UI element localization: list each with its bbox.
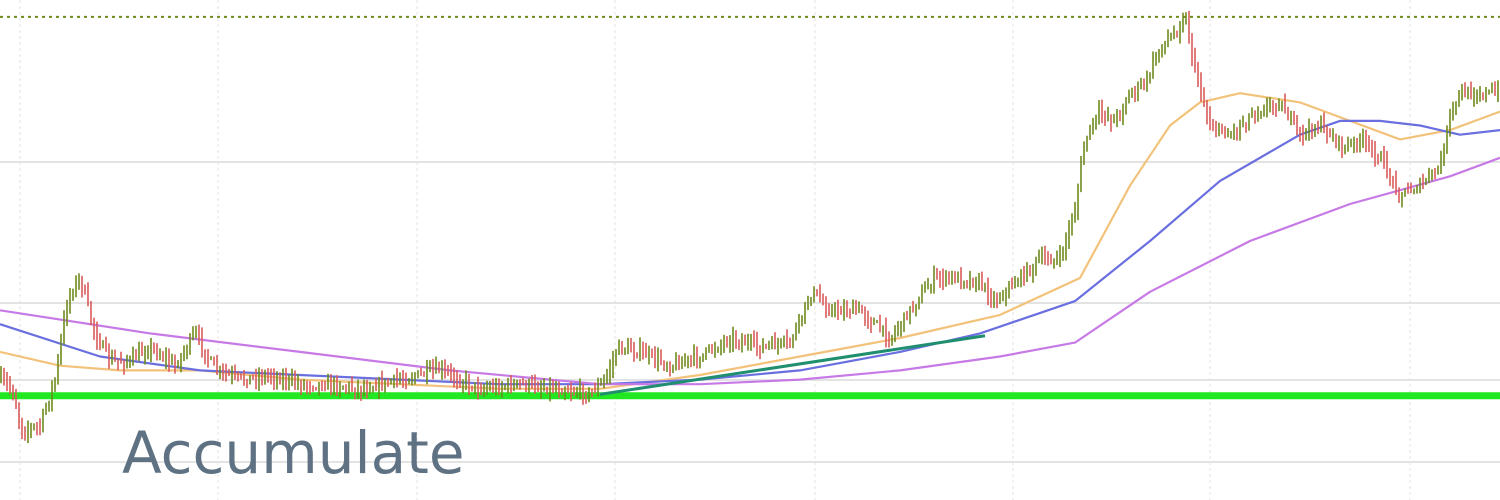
- ma_fast-line: [0, 92, 1500, 390]
- ma_mid-line: [0, 119, 1500, 386]
- ma_slow-line: [0, 156, 1500, 386]
- chart-levels: [0, 15, 1500, 400]
- moving-averages: [0, 92, 1500, 390]
- trendline-group: [599, 334, 986, 396]
- accumulate-annotation: Accumulate: [122, 419, 465, 487]
- price-candles: [0, 10, 1499, 444]
- trendline: [599, 334, 986, 396]
